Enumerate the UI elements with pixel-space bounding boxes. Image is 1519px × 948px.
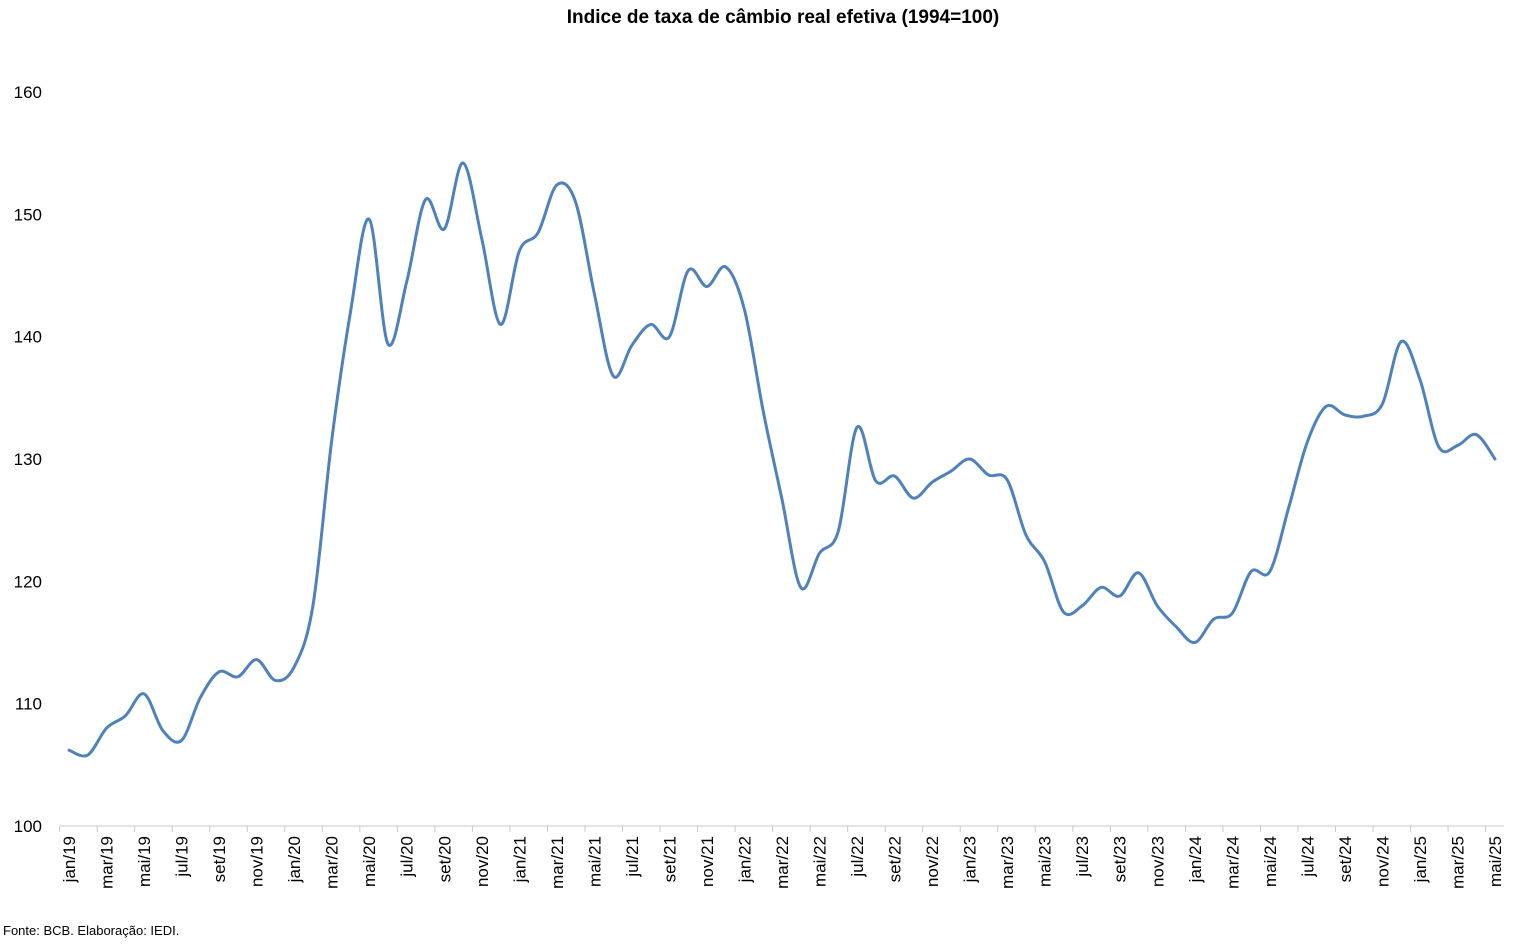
- chart-title: Indice de taxa de câmbio real efetiva (1…: [566, 7, 1000, 28]
- x-tick-label: mai/24: [1261, 836, 1280, 887]
- y-tick-label: 130: [14, 450, 42, 469]
- x-tick-label: mar/20: [323, 836, 342, 889]
- y-tick-label: 120: [14, 572, 42, 591]
- x-tick-label: jan/24: [1186, 836, 1205, 883]
- x-tick-label: set/24: [1336, 836, 1355, 882]
- x-tick-label: jul/19: [173, 836, 192, 878]
- x-tick-label: set/19: [210, 836, 229, 882]
- x-tick-label: jul/20: [398, 836, 417, 878]
- x-tick-label: mar/25: [1448, 836, 1467, 889]
- x-tick-label: mai/19: [135, 836, 154, 887]
- x-tick-label: nov/24: [1373, 836, 1392, 887]
- x-tick-label: nov/22: [923, 836, 942, 887]
- x-tick-label: mai/21: [585, 836, 604, 887]
- x-tick-label: nov/19: [248, 836, 267, 887]
- y-tick-label: 110: [15, 695, 42, 714]
- x-tick-label: nov/20: [473, 836, 492, 887]
- x-tick-label: mai/22: [811, 836, 830, 887]
- x-tick-label: mar/24: [1223, 836, 1242, 889]
- x-tick-label: set/21: [660, 836, 679, 882]
- y-tick-label: 140: [14, 328, 42, 347]
- x-tick-label: mai/20: [360, 836, 379, 887]
- x-tick-label: jul/24: [1298, 836, 1317, 878]
- x-tick-label: set/22: [886, 836, 905, 882]
- x-tick-label: jan/23: [961, 836, 980, 883]
- x-axis-tick-labels: jan/19 mar/19 mai/19 jul/19 set/19 nov/19 jan/…: [60, 836, 1505, 889]
- x-tick-label: mar/19: [98, 836, 117, 889]
- x-tick-label: mar/21: [548, 836, 567, 889]
- x-tick-label: jan/20: [285, 836, 304, 883]
- x-tick-label: mar/23: [998, 836, 1017, 889]
- x-tick-label: nov/21: [698, 836, 717, 887]
- x-axis-tick-marks: [59, 826, 1487, 832]
- x-tick-label: set/20: [435, 836, 454, 882]
- series-line: [67, 161, 1497, 758]
- x-tick-label: jul/21: [623, 836, 642, 878]
- x-tick-label: jan/25: [1411, 836, 1430, 883]
- x-tick-label: nov/23: [1148, 836, 1167, 887]
- source-note: Fonte: BCB. Elaboração: IEDI.: [3, 923, 180, 938]
- y-tick-label: 150: [14, 205, 42, 224]
- x-tick-label: jul/22: [848, 836, 867, 878]
- y-axis-tick-labels: 100 110 120 130 140 150 160: [14, 83, 42, 836]
- x-tick-label: set/23: [1111, 836, 1130, 882]
- x-tick-label: jan/21: [510, 836, 529, 883]
- x-tick-label: mar/22: [773, 836, 792, 889]
- x-tick-label: mai/25: [1486, 836, 1505, 887]
- x-tick-label: jan/22: [735, 836, 754, 883]
- x-tick-label: jul/23: [1073, 836, 1092, 878]
- y-tick-label: 160: [14, 83, 42, 102]
- x-tick-label: mai/23: [1036, 836, 1055, 887]
- x-tick-label: jan/19: [60, 836, 79, 883]
- y-tick-label: 100: [14, 817, 42, 836]
